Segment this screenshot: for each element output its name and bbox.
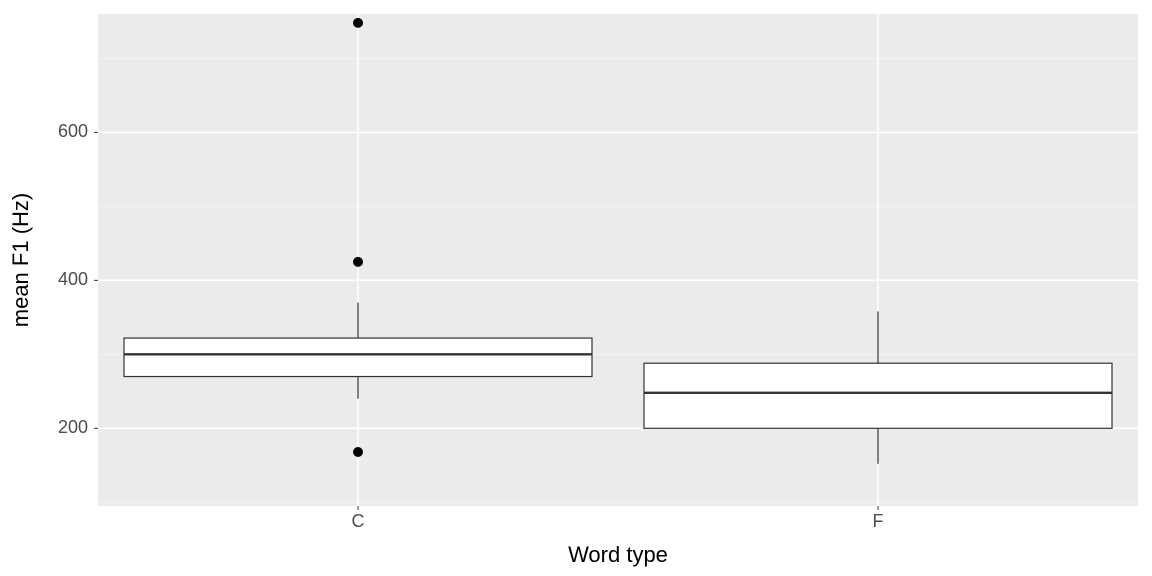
outlier-point (353, 257, 363, 267)
y-tick-label: 200 (58, 417, 88, 437)
x-axis-title: Word type (568, 542, 668, 567)
y-tick-label: 400 (58, 269, 88, 289)
outlier-point (353, 18, 363, 28)
x-tick-label: C (352, 511, 365, 531)
boxplot-chart: 200 400 600 C F Word type mean F1 (Hz) (0, 0, 1152, 576)
box-F (644, 363, 1112, 428)
plot-panel (98, 14, 1138, 506)
x-tick-label: F (873, 511, 884, 531)
y-tick-label: 600 (58, 121, 88, 141)
y-axis-title: mean F1 (Hz) (8, 193, 33, 327)
outlier-point (353, 447, 363, 457)
box-C (124, 338, 592, 376)
